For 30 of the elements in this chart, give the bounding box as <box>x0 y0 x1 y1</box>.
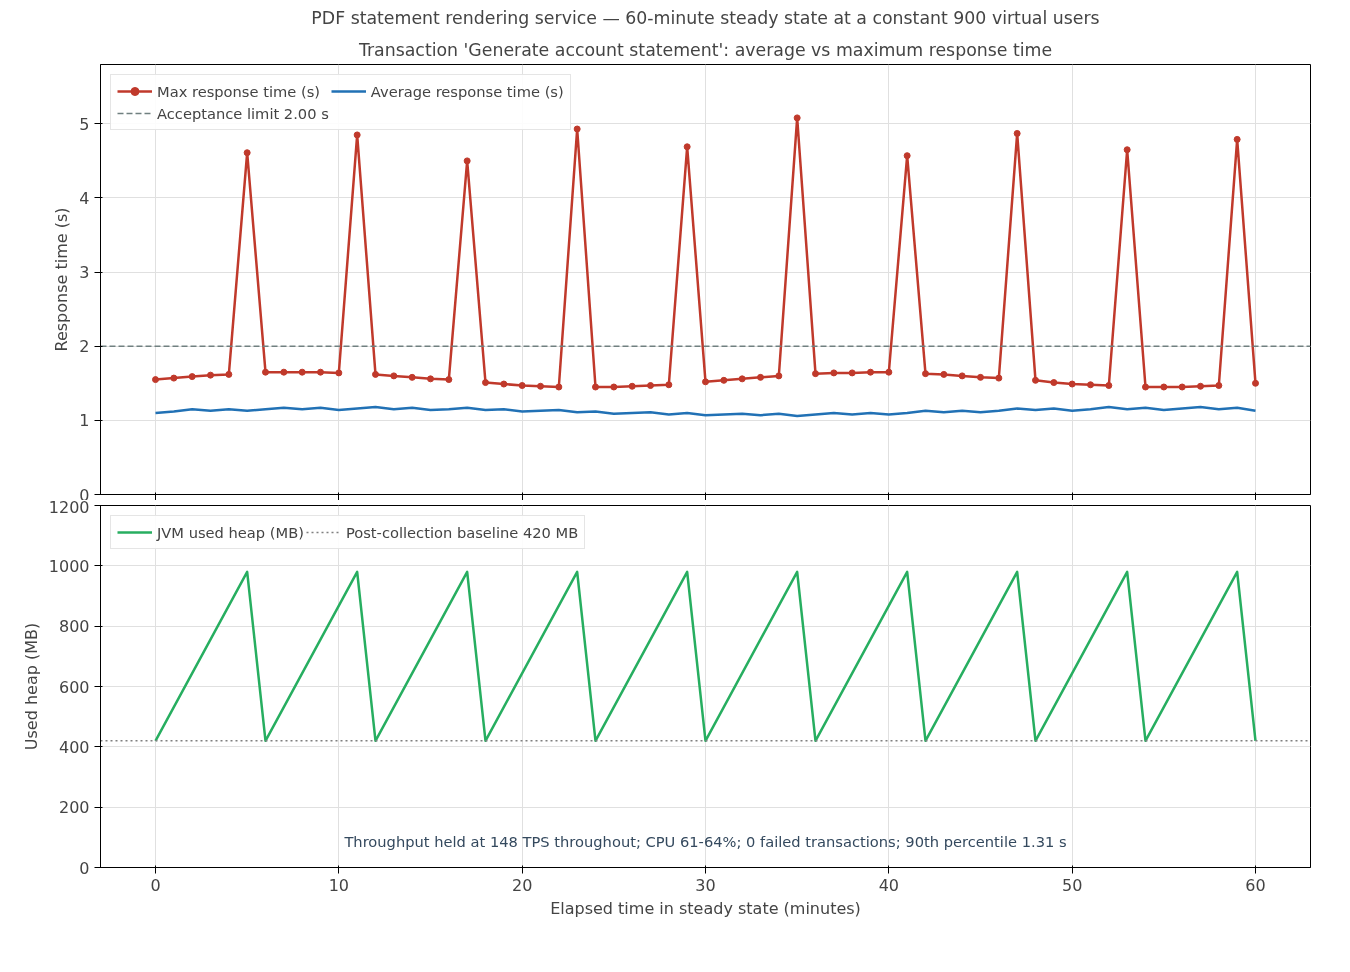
chart-title: PDF statement rendering service — 60-minute steady state at a constant 900 virtual users <box>311 7 1100 28</box>
x-tick-label: 60 <box>1245 875 1266 895</box>
x-tick-label: 30 <box>695 875 716 895</box>
x-tick-label: 40 <box>878 875 900 895</box>
x-axis-title: Elapsed time in steady state (minutes) <box>550 898 861 918</box>
legend-label: Max response time (s) <box>157 82 321 100</box>
x-tick-label: 20 <box>511 875 533 895</box>
y-tick-label: 4 <box>79 188 90 208</box>
legend-label: Average response time (s) <box>370 82 564 100</box>
y-tick-label: 5 <box>79 114 90 134</box>
y-tick-label: 600 <box>58 677 90 697</box>
legend-label: JVM used heap (MB) <box>157 523 304 541</box>
x-tick-label: 0 <box>150 875 161 895</box>
x-tick-label: 10 <box>328 875 350 895</box>
y-axis-title: Response time (s) <box>52 207 72 352</box>
y-axis-title: Used heap (MB) <box>21 622 41 751</box>
y-tick-label: 400 <box>58 737 90 757</box>
legend-label: Post-collection baseline 420 MB <box>345 523 579 541</box>
chart-subtitle: Transaction 'Generate account statement': average vs maximum response time <box>357 39 1053 60</box>
y-tick-label: 0 <box>79 858 90 878</box>
y-tick-label: 1 <box>79 411 90 431</box>
y-tick-label: 2 <box>79 337 90 357</box>
y-tick-label: 800 <box>58 617 90 637</box>
y-tick-label: 1000 <box>48 556 90 576</box>
y-tick-label: 200 <box>58 798 90 818</box>
x-tick-label: 50 <box>1061 875 1083 895</box>
annotation: Throughput held at 148 TPS throughout; CPU 61-64%; 0 failed transactions; 90th percentile 1.31 s <box>343 832 1067 850</box>
y-tick-label: 3 <box>79 263 90 283</box>
line-series <box>154 405 1257 418</box>
legend-label: Acceptance limit 2.00 s <box>157 104 329 122</box>
